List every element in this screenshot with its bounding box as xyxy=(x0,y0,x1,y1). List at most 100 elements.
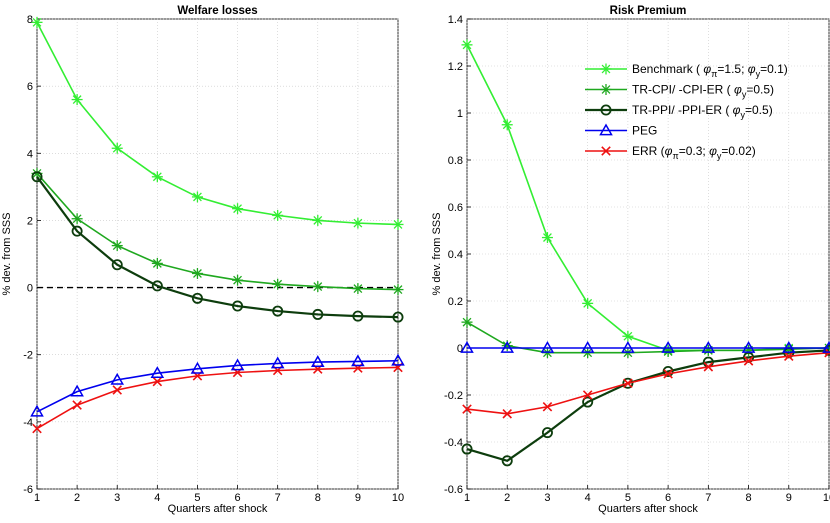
legend-marker xyxy=(601,146,611,156)
point-trcpi xyxy=(111,240,123,252)
series-line-trppi xyxy=(36,176,399,319)
legend-marker xyxy=(600,84,612,95)
point-peg xyxy=(70,384,84,397)
x-tick-label: 3 xyxy=(114,492,120,504)
point-trppi xyxy=(662,365,674,377)
y-axis-label: % dev. from SSS xyxy=(1,213,13,296)
point-err xyxy=(582,390,593,400)
y-tick-label: 0.2 xyxy=(448,296,463,308)
plot-area xyxy=(36,18,399,490)
point-err xyxy=(703,362,714,372)
point-peg xyxy=(270,356,285,369)
point-err xyxy=(152,376,163,387)
point-trcpi xyxy=(312,281,324,293)
point-peg xyxy=(540,340,555,353)
point-err xyxy=(32,423,42,434)
point-trcpi xyxy=(392,284,404,296)
point-peg xyxy=(580,340,595,353)
point-peg xyxy=(190,361,205,374)
point-trppi xyxy=(151,280,163,292)
point-trppi xyxy=(232,300,244,312)
series-line-benchmark xyxy=(36,21,399,226)
point-err xyxy=(72,400,82,410)
point-peg xyxy=(741,340,756,353)
series-line-trcpi xyxy=(36,172,399,291)
point-benchmark xyxy=(272,209,284,221)
point-trppi xyxy=(501,455,513,467)
point-benchmark xyxy=(352,217,364,229)
point-benchmark xyxy=(501,119,513,131)
point-benchmark xyxy=(622,330,634,342)
point-benchmark xyxy=(582,297,594,309)
point-trppi xyxy=(622,377,634,389)
series-line-peg xyxy=(36,359,399,413)
point-err xyxy=(743,356,754,366)
point-trppi xyxy=(392,311,404,323)
point-benchmark xyxy=(111,142,123,154)
point-err xyxy=(462,404,472,414)
point-err xyxy=(623,378,633,389)
y-tick-label: -2 xyxy=(23,350,33,362)
point-trcpi xyxy=(191,267,203,279)
y-tick-label: 0.4 xyxy=(448,249,463,261)
x-tick-label: 10 xyxy=(392,492,404,504)
panel-welfare-losses: 1 2 3 4 5 6 7 8 9 10 -6 -4 -2 0 2 4 6 8 Welfare losses Quar… xyxy=(1,5,405,515)
point-peg xyxy=(391,353,405,366)
point-peg xyxy=(701,340,716,353)
legend: Benchmark ( φπ=1.5; φy=0.1) TR-CPI/ -CPI-… xyxy=(585,62,788,161)
x-tick-label: 2 xyxy=(504,492,510,504)
point-peg xyxy=(110,372,125,385)
point-trppi xyxy=(582,396,594,408)
x-tick-label: 8 xyxy=(315,492,321,504)
point-peg xyxy=(30,404,44,417)
y-tick-label: 1.2 xyxy=(448,61,463,73)
point-benchmark xyxy=(461,39,473,51)
legend-entry-err: ERR (φπ=0.3; φy=0.02) xyxy=(585,144,756,161)
point-peg xyxy=(500,340,515,353)
point-benchmark xyxy=(71,94,83,106)
y-tick-label: 1.4 xyxy=(448,14,463,26)
y-tick-label: 0 xyxy=(27,283,33,295)
point-peg xyxy=(661,340,675,353)
x-tick-label: 6 xyxy=(234,492,240,504)
legend-marker xyxy=(600,104,612,116)
chart-title: Risk Premium xyxy=(610,5,687,17)
point-trcpi xyxy=(232,274,244,286)
y-tick-label: 4 xyxy=(27,148,33,160)
y-axis-label: % dev. from SSS xyxy=(431,213,443,296)
legend-entry-peg: PEG xyxy=(585,123,657,138)
point-trppi xyxy=(111,259,123,271)
point-trppi xyxy=(191,292,203,304)
point-benchmark xyxy=(541,232,553,244)
x-tick-label: 4 xyxy=(585,492,591,504)
x-tick-label: 8 xyxy=(745,492,751,504)
x-tick-label: 1 xyxy=(464,492,470,504)
series-line-err xyxy=(466,351,830,415)
legend-entry-benchmark: Benchmark ( φπ=1.5; φy=0.1) xyxy=(585,62,788,79)
point-benchmark xyxy=(312,214,324,226)
point-err xyxy=(112,385,122,395)
legend-label: ERR (φπ=0.3; φy=0.02) xyxy=(632,144,756,161)
y-tick-label: -4 xyxy=(23,417,33,429)
point-benchmark xyxy=(31,16,43,28)
point-trppi xyxy=(352,310,364,322)
x-tick-label: 4 xyxy=(154,492,160,504)
point-trppi xyxy=(541,427,553,439)
y-tick-label: 6 xyxy=(27,81,33,93)
y-tick-label: 2 xyxy=(27,215,33,227)
point-err xyxy=(663,369,673,379)
point-peg xyxy=(230,358,245,371)
panel-risk-premium: 1 2 3 4 5 6 7 8 9 10 -0.6 -0.4 -0.2 0 0.2 0.4 0.6 0.8 1 1.2… xyxy=(431,5,830,515)
legend-entry-trppi: TR-PPI/ -PPI-ER ( φy=0.5) xyxy=(585,103,773,120)
y-tick-label: 1 xyxy=(457,108,463,120)
point-peg xyxy=(351,354,365,367)
point-benchmark xyxy=(151,171,163,183)
legend-label: Benchmark ( φπ=1.5; φy=0.1) xyxy=(632,62,788,79)
point-benchmark xyxy=(232,203,244,215)
point-benchmark xyxy=(392,218,404,230)
y-tick-label: -0.4 xyxy=(444,437,463,449)
point-err xyxy=(542,401,553,412)
point-benchmark xyxy=(191,191,203,203)
series-line-trppi xyxy=(466,349,830,463)
